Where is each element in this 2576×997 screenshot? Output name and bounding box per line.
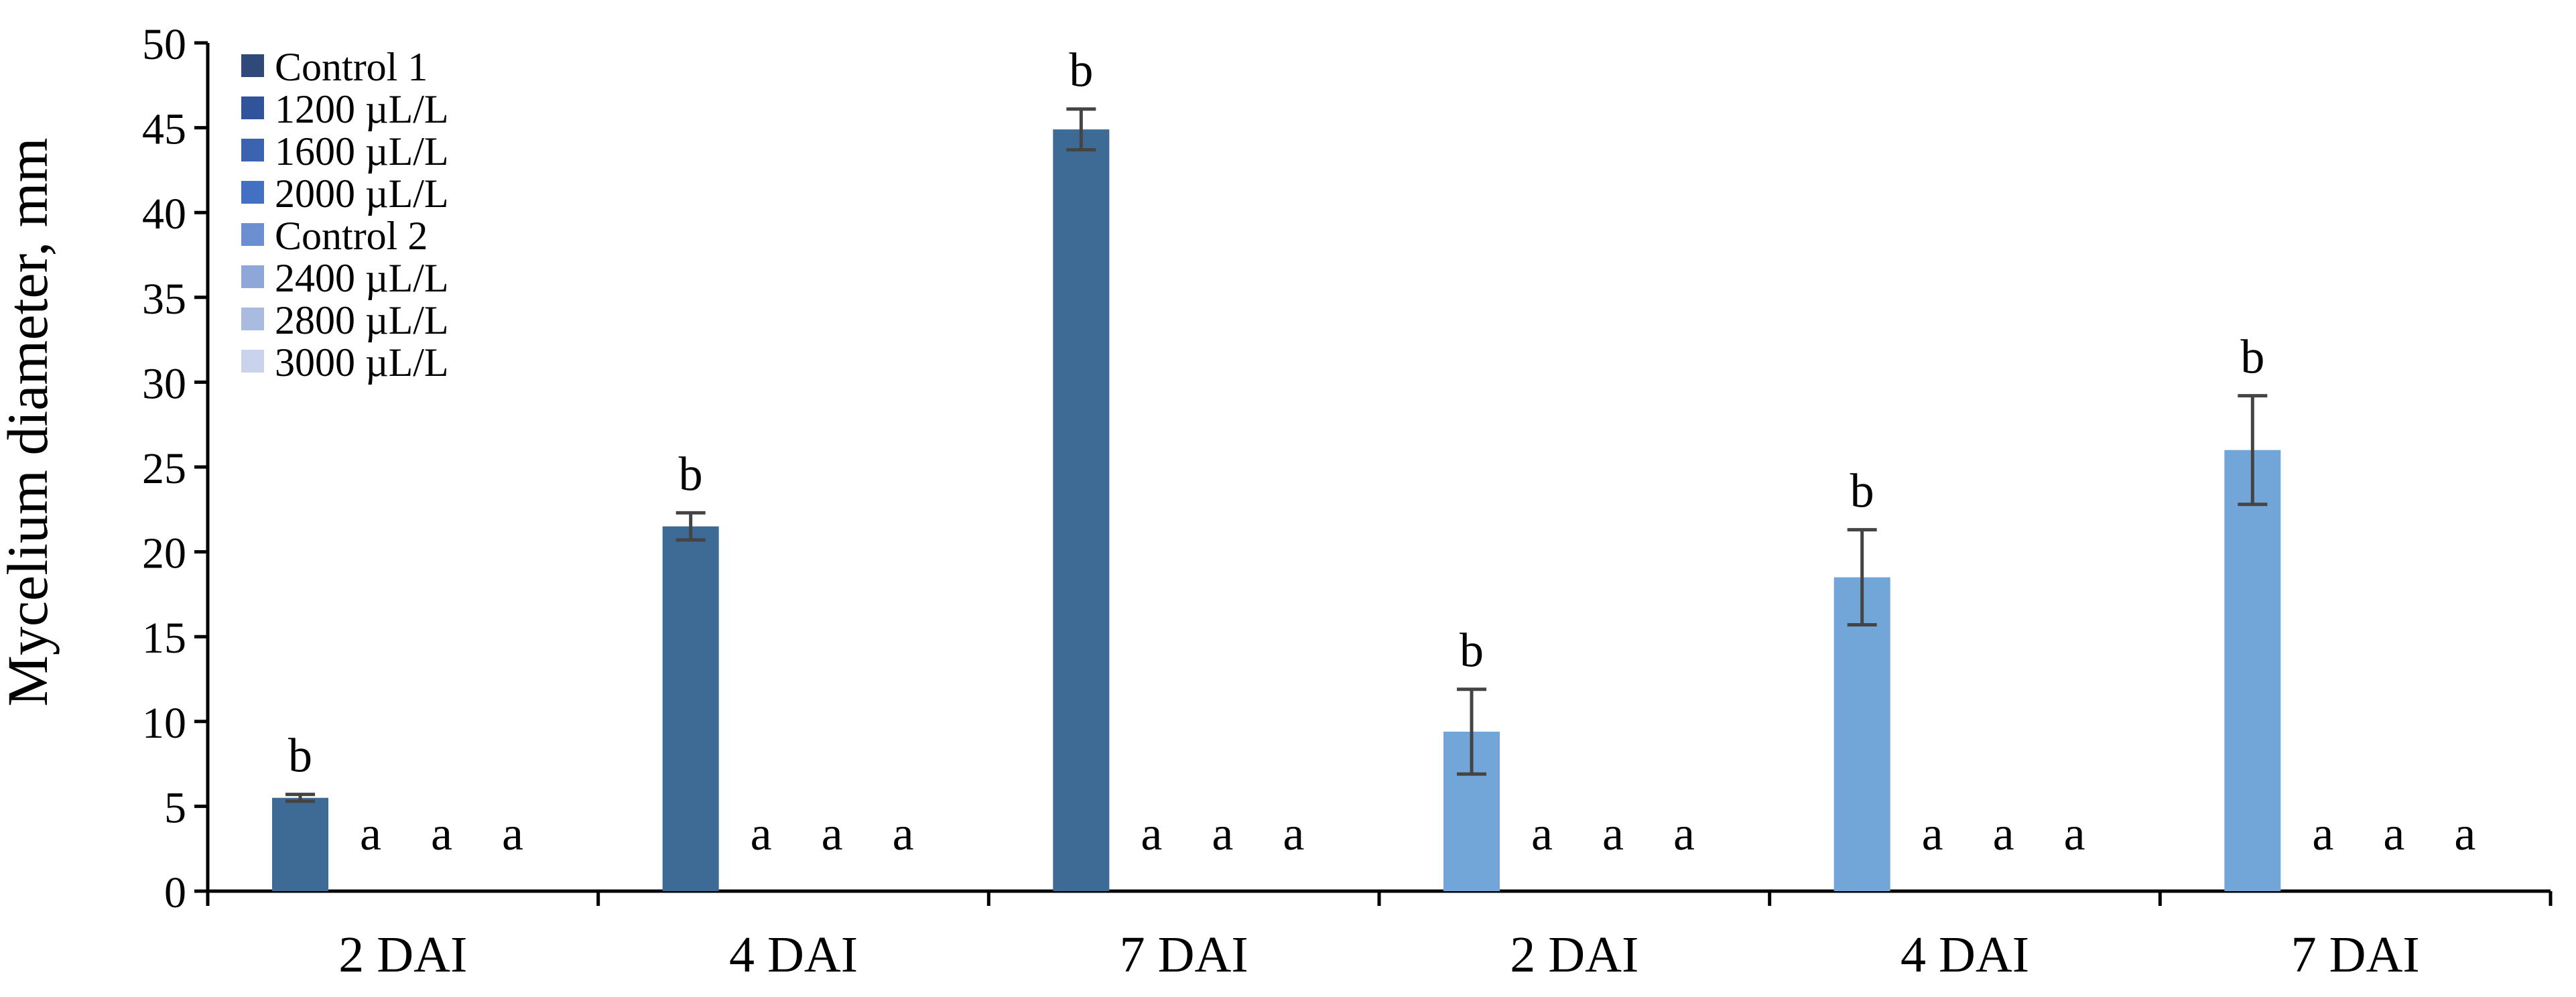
treatment-significance-label: a [2312,807,2333,860]
bar [272,797,328,891]
legend-label: 2800 µL/L [275,298,449,342]
bar [1833,577,1890,891]
x-tick-label: 4 DAI [1901,927,2029,983]
x-tick-label: 2 DAI [338,927,467,983]
y-tick-label: 15 [142,614,186,663]
x-tick-label: 4 DAI [729,927,858,983]
y-tick-label: 0 [164,868,186,917]
x-tick-label: 7 DAI [2291,927,2420,983]
legend-swatch [241,265,264,288]
treatment-significance-label: a [360,807,381,860]
legend-swatch [241,181,264,204]
significance-label: b [1850,464,1874,518]
significance-label: b [1069,44,1093,97]
treatment-significance-label: a [1212,807,1233,860]
treatment-significance-label: a [1993,807,2014,860]
significance-label: b [288,729,312,783]
treatment-significance-label: a [1141,807,1162,860]
legend-label: 1600 µL/L [275,129,449,174]
significance-label: b [679,447,703,501]
treatment-significance-label: a [893,807,914,860]
legend-swatch [241,350,264,373]
treatment-significance-label: a [1673,807,1695,860]
treatment-significance-label: a [1531,807,1553,860]
y-tick-label: 10 [142,699,186,748]
legend-swatch [241,308,264,330]
y-axis: 0 5 10 15 20 25 30 35 40 45 50 [142,20,210,917]
treatment-significance-label: a [2454,807,2475,860]
x-tick-label: 7 DAI [1120,927,1248,983]
y-tick-label: 35 [142,275,186,324]
bars: ba a aba a aba a aba a aba a aba a a [272,44,2475,892]
y-tick-label: 40 [142,190,186,239]
y-tick-label: 30 [142,359,186,408]
treatment-significance-label: a [2064,807,2085,860]
y-tick-label: 45 [142,105,186,154]
bar [1053,129,1110,892]
y-tick-label: 50 [142,20,186,69]
legend-label: Control 2 [275,214,428,258]
x-tick-label: 2 DAI [1510,927,1638,983]
significance-label: b [1460,624,1484,677]
y-tick-label: 20 [142,529,186,578]
y-tick-label: 25 [142,444,186,493]
legend-label: 2000 µL/L [275,172,449,216]
treatment-significance-label: a [822,807,843,860]
treatment-significance-label: a [2383,807,2404,860]
y-tick-label: 5 [164,783,186,832]
legend-swatch [241,54,264,77]
treatment-significance-label: a [502,807,523,860]
legend-swatch [241,223,264,246]
significance-label: b [2240,330,2264,384]
bar [2224,450,2281,891]
treatment-significance-label: a [751,807,772,860]
treatment-significance-label: a [1602,807,1624,860]
legend-label: Control 1 [275,45,428,89]
legend-label: 2400 µL/L [275,256,449,300]
treatment-significance-label: a [1922,807,1943,860]
x-axis: 2 DAI 4 DAI 7 DAI 2 DAI 4 DAI 7 DAI [206,889,2553,983]
treatment-significance-label: a [1283,807,1304,860]
legend-label: 1200 µL/L [275,87,449,131]
legend-swatch [241,139,264,161]
bar [662,526,719,891]
legend-swatch [241,96,264,119]
legend-label: 3000 µL/L [275,340,449,385]
y-axis-label: Mycelium diameter, mm [0,137,60,706]
treatment-significance-label: a [431,807,452,860]
